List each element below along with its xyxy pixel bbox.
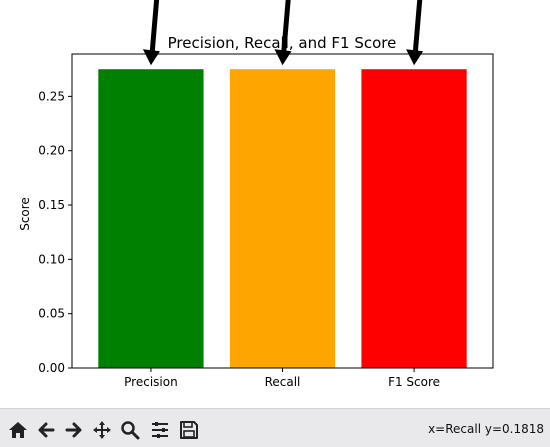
home-icon: [9, 422, 27, 438]
cursor-coordinates: x=Recall y=0.1818: [428, 422, 544, 436]
annotation-arrow: [274, 0, 292, 66]
x-tick-label: Recall: [265, 375, 301, 389]
forward-button[interactable]: [62, 418, 86, 442]
back-button[interactable]: [34, 418, 58, 442]
zoom-button[interactable]: [118, 418, 142, 442]
annotation-arrow: [406, 0, 424, 66]
bar-recall: [229, 69, 336, 369]
y-tick-label: 0.05: [38, 307, 65, 321]
y-tick-label: 0.15: [38, 198, 65, 212]
chart-title: Precision, Recall, and F1 Score: [168, 34, 397, 52]
x-tick-label: Precision: [124, 375, 178, 389]
annotation-arrow: [142, 0, 160, 66]
y-tick-label: 0.25: [38, 89, 65, 103]
y-ticks: 0.00 0.05 0.10 0.15 0.20 0.25: [38, 89, 72, 375]
y-tick-label: 0.10: [38, 252, 65, 266]
y-axis-label: Score: [18, 197, 32, 231]
bar-precision: [98, 69, 204, 369]
bar-f1-score: [361, 69, 467, 369]
annotation-arrows: [142, 0, 424, 66]
bars-layer: [98, 69, 467, 369]
configure-subplots-button[interactable]: [148, 418, 172, 442]
zoom-icon: [121, 421, 140, 440]
pan-button[interactable]: [90, 418, 114, 442]
x-tick-label: F1 Score: [388, 375, 440, 389]
y-tick-label: 0.20: [38, 144, 65, 158]
configure-subplots-icon: [152, 422, 168, 438]
navigation-toolbar: x=Recall y=0.1818: [0, 408, 550, 447]
save-icon: [180, 421, 198, 439]
figure-canvas[interactable]: Precision, Recall, and F1 Score Score 0.…: [0, 0, 550, 408]
x-ticks: Precision Recall F1 Score: [124, 368, 440, 389]
pan-icon: [93, 421, 111, 439]
forward-icon: [65, 422, 82, 438]
home-button[interactable]: [6, 418, 30, 442]
back-icon: [38, 422, 55, 438]
y-tick-label: 0.00: [38, 361, 65, 375]
save-button[interactable]: [177, 418, 201, 442]
